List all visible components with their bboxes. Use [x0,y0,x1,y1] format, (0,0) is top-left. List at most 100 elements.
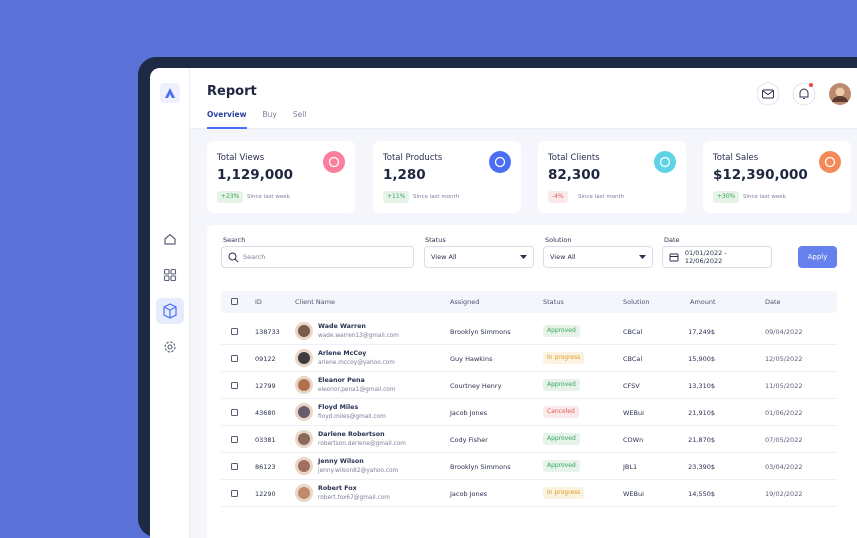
solution: CFSV [623,382,640,390]
date: 11/05/2022 [765,382,803,390]
date: 01/06/2022 [765,409,803,417]
stat-card: Total Sales $12,390,000 +30% Since last wee… [703,141,851,213]
checkbox[interactable] [231,382,238,389]
amount: 13,310$ [688,382,715,390]
row-id: 138733 [255,328,280,336]
status-badge: Approved [543,433,580,445]
search-label: Search [223,236,246,244]
stat-period: Since last week [743,194,786,200]
row-id: 09122 [255,355,276,363]
mail-button[interactable] [757,82,780,106]
client-name: Eleanor Pena [318,377,365,384]
client-email: arlene.mccoy@yahoo.com [318,360,395,366]
checkbox[interactable] [231,409,238,416]
search-input[interactable]: Search [221,246,414,268]
stat-value: 1,129,000 [217,167,294,183]
assigned: Brooklyn Simmons [450,463,511,471]
client-email: wade.warren13@gmail.com [318,333,399,339]
solution: CBCal [623,355,643,363]
amount: 14,550$ [688,490,715,498]
solution: WEBui [623,490,644,498]
home-icon[interactable] [163,232,177,246]
amount: 21,870$ [688,436,715,444]
report-panel: Search Search Status View All Solution V… [207,225,857,538]
sidebar [150,68,190,538]
profile-avatar[interactable] [829,83,851,105]
assigned: Jacob Jones [450,409,488,417]
solution-select[interactable]: View All [543,246,653,268]
assigned: Cody Fisher [450,436,488,444]
row-id: 03381 [255,436,276,444]
checkbox[interactable] [231,463,238,470]
tab[interactable]: Overview [207,110,247,129]
report-icon[interactable] [156,298,184,324]
stat-period: Since last week [247,194,290,200]
checkbox[interactable] [231,328,238,335]
solution-value: View All [550,253,576,261]
client-avatar [295,376,313,394]
stat-title: Total Sales [713,153,759,163]
stat-change: +11% [383,191,410,203]
column-header[interactable]: Client Name [295,298,336,306]
column-header[interactable]: Solution [623,298,650,306]
checkbox[interactable] [231,298,238,305]
stat-card: Total Products 1,280 +11% Since last month [373,141,521,213]
amount: 17,249$ [688,328,715,336]
date: 07/05/2022 [765,436,803,444]
date-input[interactable]: 01/01/2022 - 12/06/2022 [662,246,772,268]
table-row: 43680 Floyd Miles floyd.miles@gmail.com Jac… [221,399,837,426]
stat-card: Total Clients 82,300 -4% Since last month [538,141,686,213]
stat-icon [819,151,841,173]
status-badge: Approved [543,379,580,391]
tab[interactable]: Buy [262,110,277,119]
notifications-button[interactable] [792,82,816,106]
column-header[interactable]: Amount [690,298,716,306]
apply-button[interactable]: Apply [798,246,837,268]
status-badge: In progress [543,487,585,499]
stat-change: +30% [713,191,740,203]
stat-title: Total Views [217,153,265,163]
status-badge: Approved [543,325,580,337]
status-badge: In progress [543,352,585,364]
amount: 21,910$ [688,409,715,417]
table-row: 09122 Arlene McCoy arlene.mccoy@yahoo.com G… [221,345,837,372]
column-header[interactable]: ID [255,298,262,306]
checkbox[interactable] [231,490,238,497]
client-email: eleonor.pena1@gmail.com [318,387,396,393]
date: 19/02/2022 [765,490,803,498]
table-row: 86123 Jenny Wilson jenny.wilson82@yahoo.co… [221,453,837,480]
logo [160,83,180,103]
status-select[interactable]: View All [424,246,534,268]
client-email: floyd.miles@gmail.com [318,414,386,420]
grid-icon[interactable] [163,268,177,282]
date: 03/04/2022 [765,463,803,471]
stat-card: Total Views 1,129,000 +23% Since last week [207,141,355,213]
status-badge: Canceled [543,406,579,418]
column-header[interactable]: Status [543,298,564,306]
status-value: View All [431,253,457,261]
checkbox[interactable] [231,436,238,443]
page-title: Report [207,84,257,99]
date-value: 01/01/2022 - 12/06/2022 [684,249,727,265]
row-id: 12290 [255,490,276,498]
row-id: 12799 [255,382,276,390]
solution-label: Solution [545,236,572,244]
stat-title: Total Clients [548,153,600,163]
column-header[interactable]: Assigned [450,298,480,306]
app-window: Report Overview Buy Sell Search Search Sta… [150,68,857,538]
table-row: 12799 Eleanor Pena eleonor.pena1@gmail.com… [221,372,837,399]
stat-period: Since last month [413,194,460,200]
table-header [221,291,837,313]
assigned: Brooklyn Simmons [450,328,511,336]
client-name: Robert Fox [318,485,357,492]
date: 12/05/2022 [765,355,803,363]
checkbox[interactable] [231,355,238,362]
tab[interactable]: Sell [292,110,307,119]
search-placeholder: Search [243,253,266,261]
column-header[interactable]: Date [765,298,781,306]
solution: CBCal [623,328,643,336]
status-label: Status [425,236,446,244]
client-email: jenny.wilson82@yahoo.com [318,468,399,474]
solution: COWn [623,436,644,444]
settings-icon[interactable] [163,340,177,354]
